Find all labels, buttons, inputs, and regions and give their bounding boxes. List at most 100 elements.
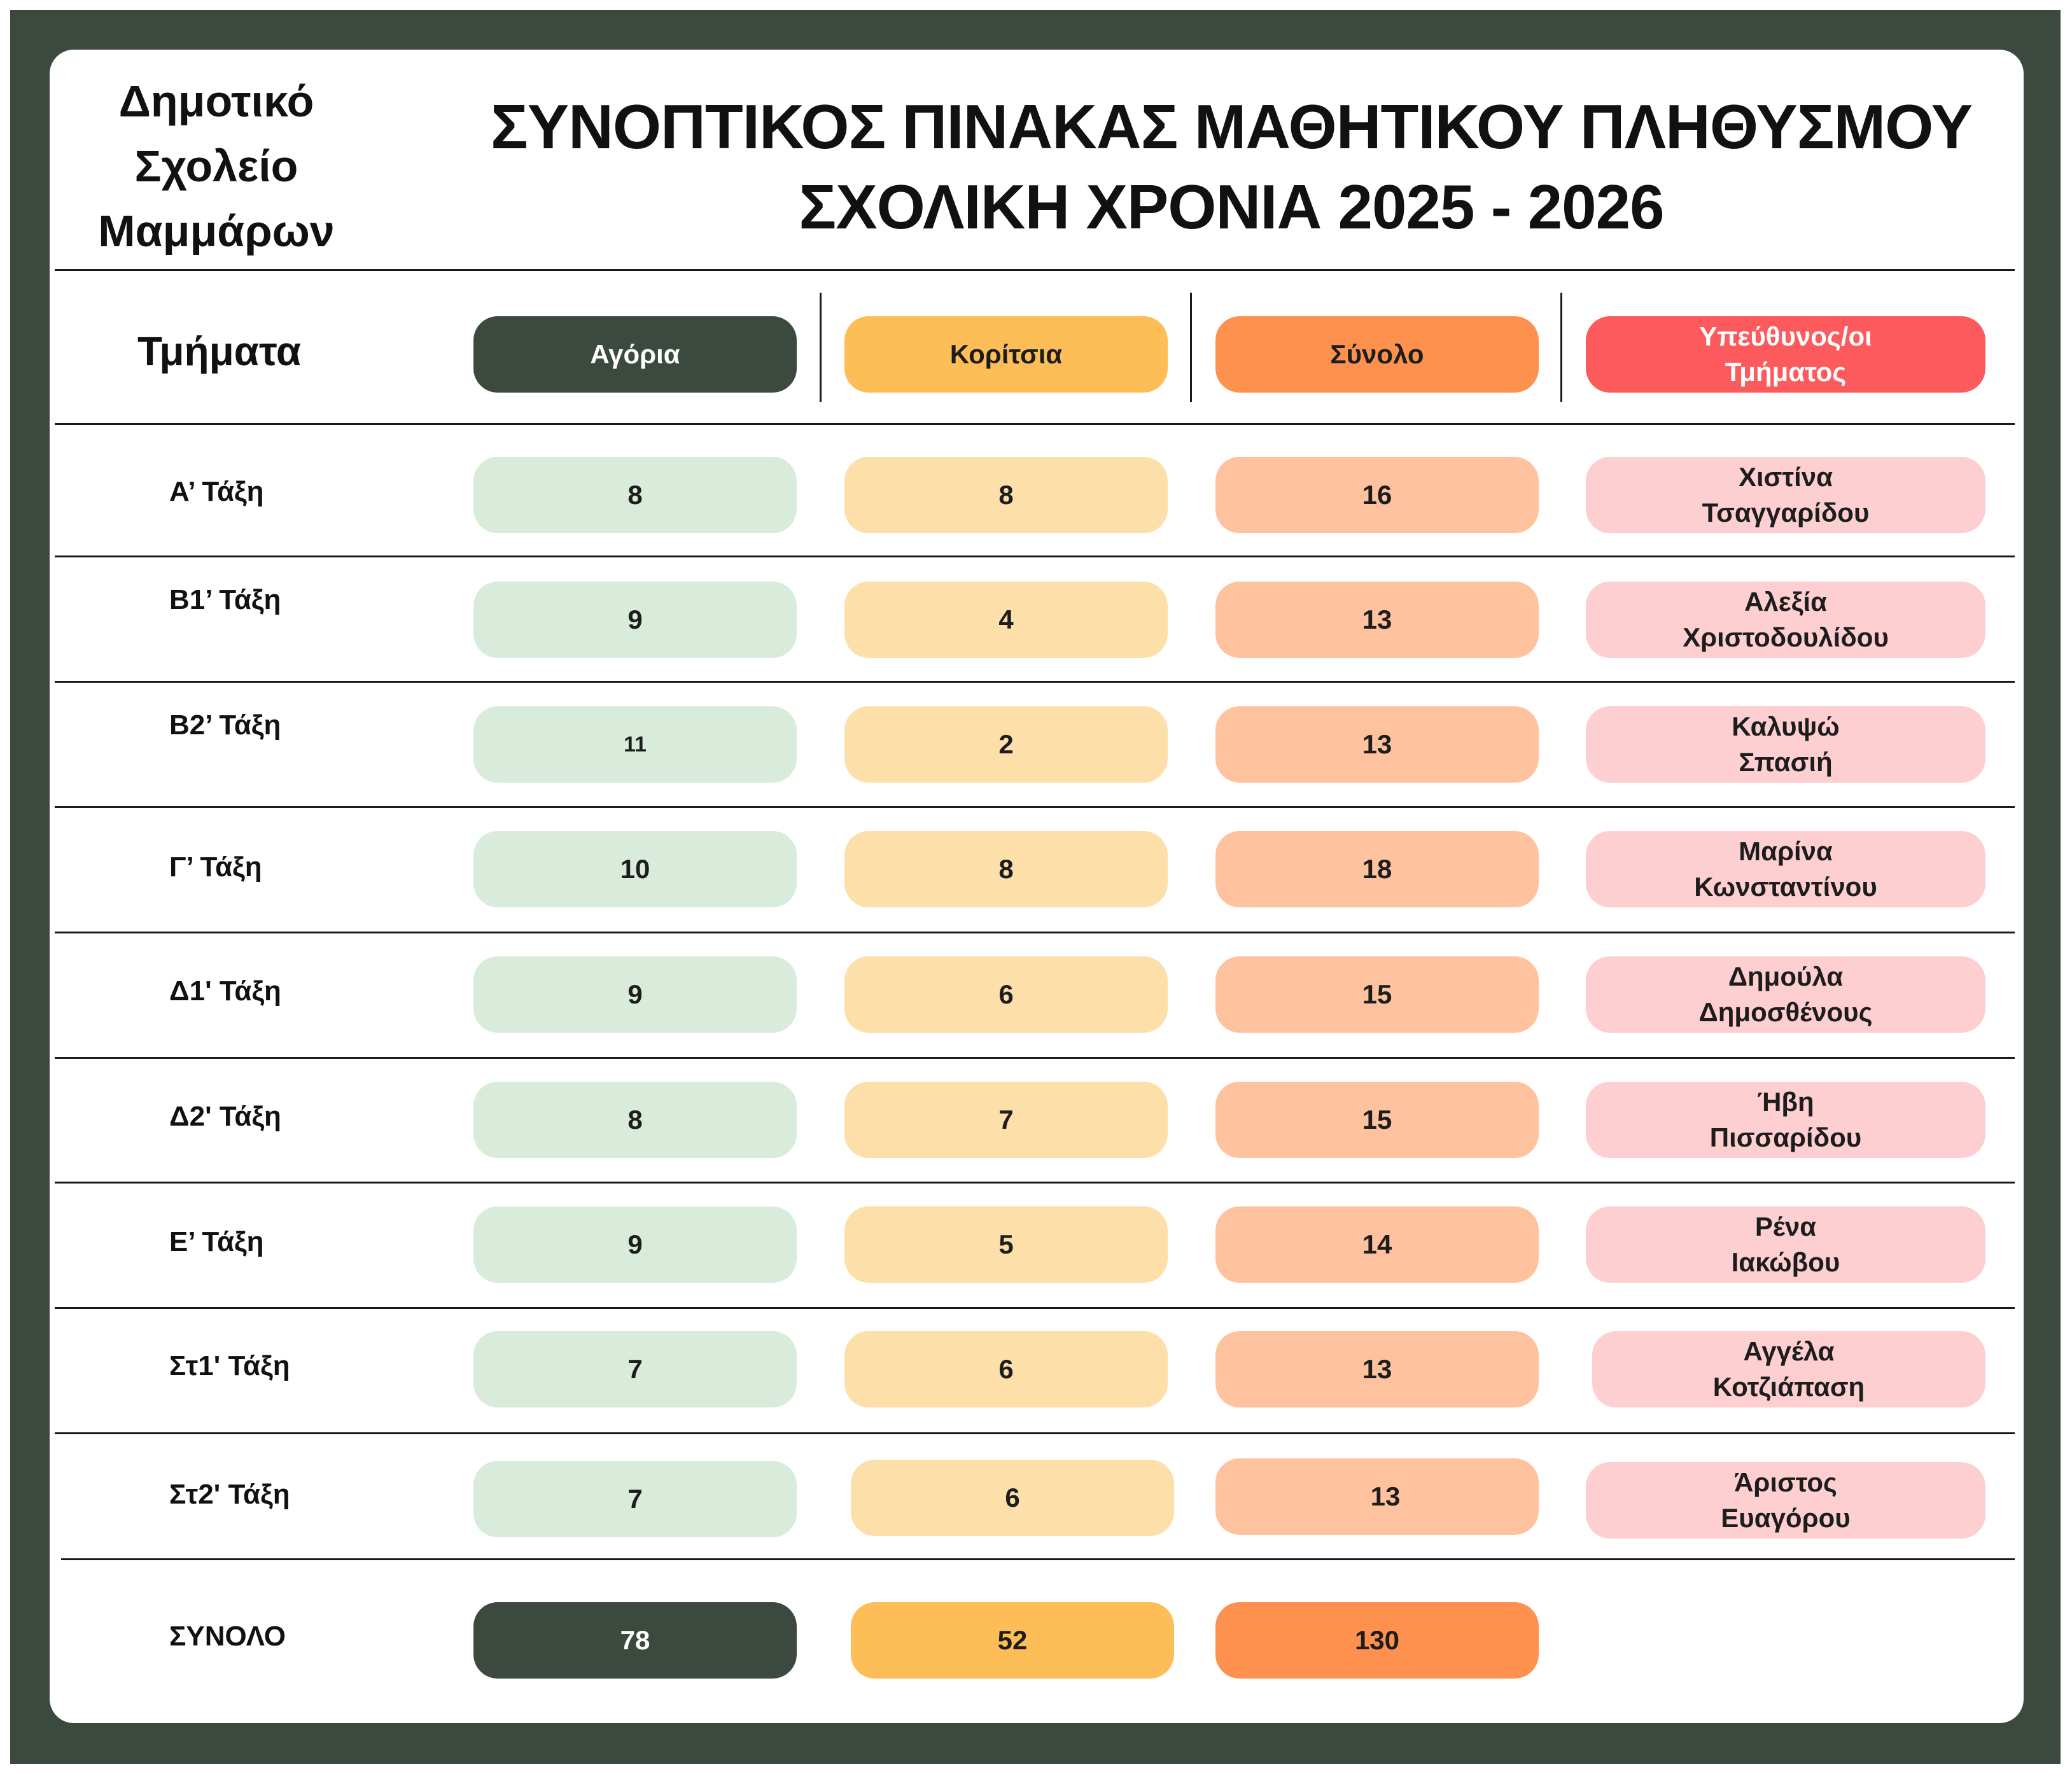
- total-cell: 13: [1215, 1331, 1539, 1407]
- school-name: Δημοτικό Σχολείο Μαμμάρων: [57, 69, 375, 263]
- responsible-last-name: Κοτζιάπαση: [1712, 1372, 1865, 1402]
- row-divider: [55, 1432, 2015, 1434]
- girls-cell: 6: [851, 1460, 1174, 1536]
- boys-cell: 10: [473, 831, 797, 907]
- grand-total-value: 130: [1354, 1625, 1400, 1655]
- row-label: Β2’ Τάξη: [169, 709, 281, 741]
- responsible-cell: Χιστίνα Τσαγγαρίδου: [1586, 457, 1985, 533]
- row-divider: [61, 1558, 2015, 1560]
- total-value: 13: [1370, 1481, 1401, 1511]
- girls-cell: 5: [844, 1206, 1168, 1283]
- responsible-first-name: Αγγέλα: [1743, 1336, 1835, 1366]
- total-cell: 15: [1215, 956, 1539, 1033]
- row-divider: [55, 1182, 2015, 1184]
- boys-value: 10: [620, 854, 650, 884]
- girls-value: 6: [998, 1354, 1014, 1384]
- girls-value: 6: [998, 979, 1014, 1009]
- sections-header: Τμήματα: [137, 328, 302, 374]
- responsible-last-name: Δημοσθένους: [1698, 997, 1873, 1027]
- boys-value: 11: [624, 732, 647, 757]
- total-value: 13: [1362, 1354, 1392, 1384]
- total-cell: 13: [1215, 706, 1539, 783]
- responsible-last-name: Πισσαρίδου: [1709, 1122, 1862, 1152]
- row-divider: [55, 806, 2015, 808]
- girls-value: 5: [998, 1229, 1014, 1259]
- girls-cell: 6: [844, 956, 1168, 1033]
- row-divider: [55, 1307, 2015, 1309]
- responsible-cell: Αγγέλα Κοτζιάπαση: [1592, 1331, 1985, 1407]
- girls-value: 6: [1005, 1483, 1020, 1512]
- row-label: Β1’ Τάξη: [169, 584, 281, 615]
- responsible-first-name: Καλυψώ: [1732, 711, 1840, 741]
- responsible-cell: Δημούλα Δημοσθένους: [1586, 956, 1985, 1033]
- boys-value: 7: [627, 1354, 643, 1384]
- row-label: Στ1' Τάξη: [169, 1350, 290, 1381]
- total-cell: 14: [1215, 1206, 1539, 1283]
- girls-cell: 6: [844, 1331, 1168, 1407]
- page-title-line-1: ΣΥΝΟΠΤΙΚΟΣ ΠΙΝΑΚΑΣ ΜΑΘΗΤΙΚΟΥ ΠΛΗΘΥΣΜΟΥ: [490, 92, 1973, 162]
- row-divider: [55, 1057, 2015, 1059]
- girls-cell: 8: [844, 457, 1168, 533]
- responsible-header-line-1: Υπεύθυνος/οι: [1699, 321, 1872, 351]
- girls-value: 2: [998, 729, 1014, 759]
- total-value: 16: [1362, 480, 1392, 510]
- boys-value: 9: [627, 1229, 643, 1259]
- boys-cell: 7: [473, 1331, 797, 1407]
- boys-cell: 9: [473, 1206, 797, 1283]
- school-name-line-2: Σχολείο: [134, 141, 298, 191]
- boys-value: 9: [627, 604, 643, 634]
- girls-header-label: Κορίτσια: [949, 339, 1063, 369]
- responsible-cell: Ρένα Ιακώβου: [1586, 1206, 1985, 1283]
- school-name-line-1: Δημοτικό: [118, 76, 314, 126]
- boys-cell: 9: [473, 956, 797, 1033]
- girls-value: 4: [998, 604, 1014, 634]
- total-cell: 18: [1215, 831, 1539, 907]
- boys-total-value: 78: [620, 1625, 650, 1655]
- boys-total-cell: 78: [473, 1602, 797, 1679]
- boys-header-label: Αγόρια: [590, 339, 680, 369]
- row-divider: [55, 681, 2015, 683]
- responsible-cell: Αλεξία Χριστοδουλίδου: [1586, 582, 1985, 658]
- row-divider: [55, 423, 2015, 425]
- responsible-first-name: Ήβη: [1757, 1087, 1814, 1117]
- total-cell: 15: [1215, 1082, 1539, 1158]
- responsible-last-name: Σπασιή: [1739, 747, 1833, 777]
- boys-cell: 9: [473, 582, 797, 658]
- row-label: Δ1' Τάξη: [169, 975, 281, 1007]
- responsible-last-name: Ιακώβου: [1731, 1247, 1840, 1277]
- boys-cell: 11: [473, 706, 797, 783]
- column-divider-2: [1190, 293, 1192, 402]
- total-cell: 16: [1215, 457, 1539, 533]
- page-title: ΣΥΝΟΠΤΙΚΟΣ ΠΙΝΑΚΑΣ ΜΑΘΗΤΙΚΟΥ ΠΛΗΘΥΣΜΟΥ Σ…: [445, 87, 2017, 247]
- total-value: 13: [1362, 729, 1392, 759]
- responsible-last-name: Τσαγγαρίδου: [1702, 498, 1870, 527]
- girls-value: 8: [998, 854, 1014, 884]
- responsible-first-name: Άριστος: [1734, 1467, 1837, 1497]
- row-label: Γ’ Τάξη: [169, 851, 262, 883]
- girls-cell: 2: [844, 706, 1168, 783]
- responsible-first-name: Δημούλα: [1728, 961, 1844, 991]
- responsible-last-name: Ευαγόρου: [1721, 1503, 1851, 1533]
- total-value: 15: [1362, 979, 1392, 1009]
- girls-value: 8: [998, 480, 1014, 510]
- total-value: 13: [1362, 604, 1392, 634]
- totals-label: ΣΥΝΟΛΟ: [169, 1621, 286, 1652]
- responsible-header: Υπεύθυνος/οι Τμήματος: [1586, 316, 1985, 393]
- page-title-line-2: ΣΧΟΛΙΚΗ ΧΡΟΝΙΑ 2025 - 2026: [799, 172, 1664, 242]
- responsible-first-name: Μαρίνα: [1739, 836, 1833, 866]
- row-label: Α’ Τάξη: [169, 476, 264, 507]
- boys-cell: 8: [473, 1082, 797, 1158]
- responsible-header-line-2: Τμήματος: [1725, 357, 1847, 387]
- responsible-last-name: Κωνσταντίνου: [1694, 872, 1877, 902]
- girls-total-cell: 52: [851, 1602, 1174, 1679]
- school-name-line-3: Μαμμάρων: [98, 206, 335, 256]
- header-divider: [55, 269, 2015, 271]
- responsible-cell: Ήβη Πισσαρίδου: [1586, 1082, 1985, 1158]
- girls-header: Κορίτσια: [844, 316, 1168, 393]
- boys-cell: 7: [473, 1461, 797, 1537]
- responsible-first-name: Ρένα: [1754, 1212, 1817, 1241]
- boys-value: 7: [627, 1484, 643, 1514]
- column-divider-1: [820, 293, 822, 402]
- responsible-cell: Καλυψώ Σπασιή: [1586, 706, 1985, 783]
- boys-value: 9: [627, 979, 643, 1009]
